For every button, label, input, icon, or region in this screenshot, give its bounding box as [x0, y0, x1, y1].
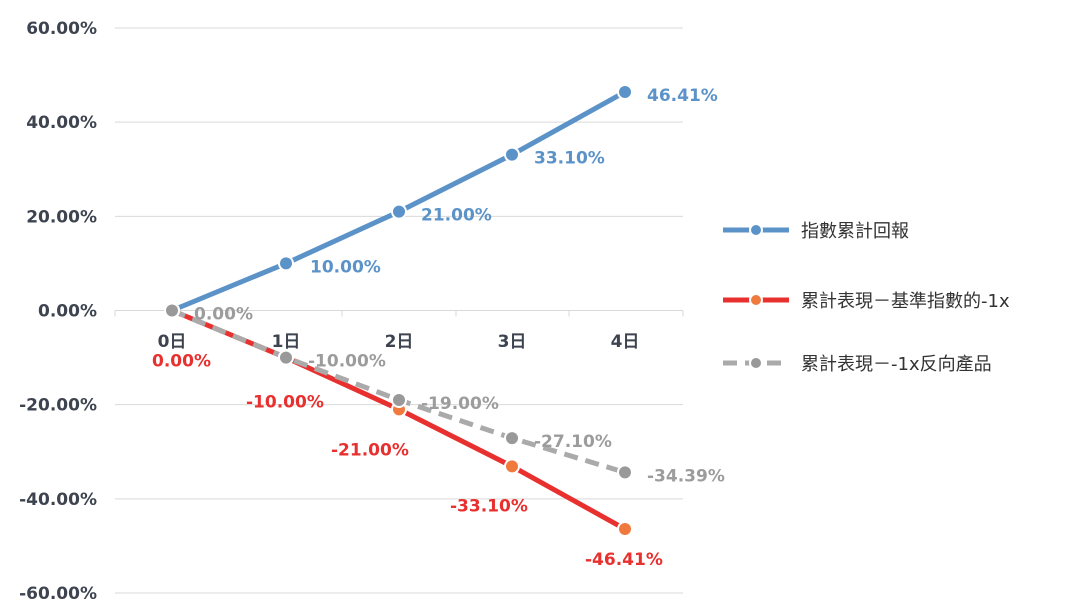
x-tick-label: 1日: [272, 332, 301, 352]
data-label: -10.00%: [308, 352, 386, 372]
data-point: [391, 203, 407, 220]
data-label: 46.41%: [647, 86, 718, 106]
legend-marker: [749, 223, 763, 237]
data-point: [617, 521, 633, 538]
y-tick-label: 0.00%: [38, 302, 97, 322]
data-point: [278, 349, 294, 366]
x-tick-label: 0日: [158, 332, 187, 352]
data-point: [504, 458, 520, 475]
data-label: -10.00%: [246, 393, 324, 413]
x-axis: 0日 1日 2日 3日 4日: [114, 310, 684, 352]
y-tick-label: 60.00%: [26, 19, 97, 39]
data-point: [504, 146, 520, 163]
data-point: [391, 391, 407, 408]
data-point: [617, 464, 633, 481]
data-label: -27.10%: [534, 432, 612, 452]
legend-label: 累計表現－-1x反向產品: [801, 354, 992, 375]
data-label: 0.00%: [152, 352, 211, 372]
y-tick-label: -40.00%: [19, 490, 97, 510]
legend-label: 累計表現－基準指數的-1x: [801, 291, 1010, 312]
legend-marker: [749, 356, 763, 370]
data-label: 0.00%: [194, 305, 253, 325]
series-line: [171, 89, 627, 313]
data-label: 10.00%: [310, 257, 381, 277]
data-label: -34.39%: [647, 466, 725, 486]
legend-label: 指數累計回報: [801, 221, 909, 242]
data-point: [617, 83, 633, 100]
data-point: [278, 255, 294, 272]
data-label: -21.00%: [331, 440, 409, 460]
y-tick-label: -20.00%: [19, 396, 97, 416]
data-label: 33.10%: [534, 149, 605, 169]
data-label: -19.00%: [421, 394, 499, 414]
data-labels: 10.00% 21.00% 33.10% 46.41% 0.00% -10.00% -21.…: [152, 86, 725, 570]
data-point: [164, 302, 180, 319]
x-tick-label: 2日: [385, 332, 414, 352]
legend-marker: [749, 293, 763, 307]
data-point: [504, 430, 520, 447]
y-tick-label: 20.00%: [26, 207, 97, 227]
y-axis: 60.00% 40.00% 20.00% 0.00% -20.00% -40.00% -60…: [19, 19, 97, 601]
x-tick-label: 4日: [611, 332, 640, 352]
y-tick-label: -60.00%: [19, 584, 97, 601]
data-label: -33.10%: [450, 496, 528, 516]
data-label: -46.41%: [585, 550, 663, 570]
x-tick-label: 3日: [498, 332, 527, 352]
data-label: 21.00%: [421, 206, 492, 226]
y-tick-label: 40.00%: [26, 113, 97, 133]
series-layer: [164, 83, 633, 538]
